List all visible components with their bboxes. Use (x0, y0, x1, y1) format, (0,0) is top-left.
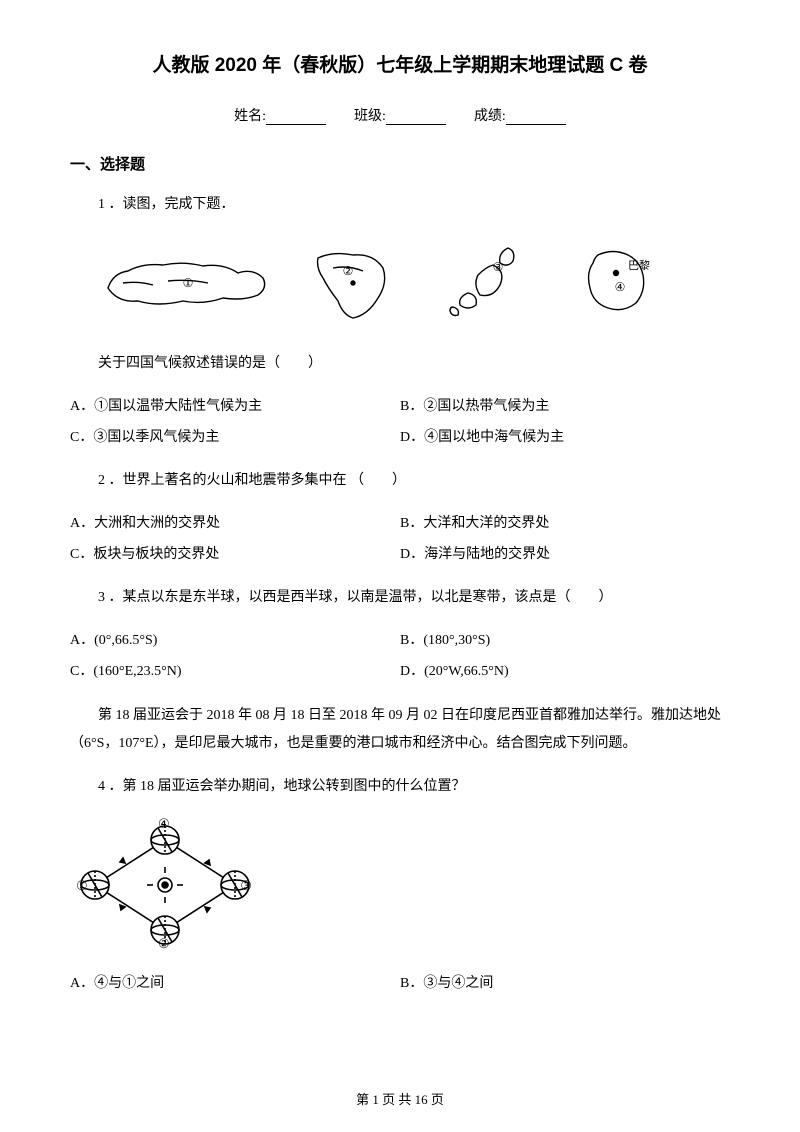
q1-opt-a: A．①国以温带大陆性气候为主 (70, 392, 400, 423)
context-paragraph: 第 18 届亚运会于 2018 年 08 月 18 日至 2018 年 09 月… (70, 702, 730, 758)
q2-stem: 2 ．世界上著名的火山和地震带多集中在 （ ） (98, 468, 730, 493)
svg-text:巴黎: 巴黎 (628, 258, 650, 272)
name-blank (266, 111, 326, 125)
q2-opt-a: A．大洲和大洲的交界处 (70, 509, 400, 540)
svg-text:③: ③ (240, 878, 252, 893)
svg-text:②: ② (343, 264, 354, 278)
q1-opt-d: D．④国以地中海气候为主 (400, 423, 730, 454)
section-1-header: 一、选择题 (70, 153, 730, 174)
q4-figure: ① ② ③ ④ (70, 815, 730, 955)
svg-text:④: ④ (615, 280, 626, 294)
svg-text:①: ① (183, 276, 194, 290)
svg-text:②: ② (158, 936, 170, 951)
svg-text:①: ① (76, 878, 88, 893)
class-label: 班级: (354, 109, 386, 124)
q2-opt-d: D．海洋与陆地的交界处 (400, 540, 730, 571)
class-blank (386, 111, 446, 125)
student-info-row: 姓名: 班级: 成绩: (70, 105, 730, 125)
q4-opt-a: A．④与①之间 (70, 969, 400, 1000)
q1-stem: 1 ．读图，完成下题． (98, 192, 730, 217)
q1-subtext: 关于四国气候叙述错误的是（ ） (98, 351, 730, 376)
name-label: 姓名: (234, 109, 266, 124)
q2-opt-c: C．板块与板块的交界处 (70, 540, 400, 571)
q4-options: A．④与①之间 B．③与④之间 (70, 969, 730, 1000)
q1-opt-b: B．②国以热带气候为主 (400, 392, 730, 423)
q3-opt-c: C．(160°E,23.5°N) (70, 657, 400, 688)
q3-opt-b: B．(180°,30°S) (400, 626, 730, 657)
score-label: 成绩: (474, 109, 506, 124)
q3-opt-a: A．(0°,66.5°S) (70, 626, 400, 657)
q1-opt-c: C．③国以季风气候为主 (70, 423, 400, 454)
q2-options: A．大洲和大洲的交界处 B．大洋和大洋的交界处 C．板块与板块的交界处 D．海洋… (70, 509, 730, 571)
q2-opt-b: B．大洋和大洋的交界处 (400, 509, 730, 540)
q4-opt-b: B．③与④之间 (400, 969, 730, 1000)
svg-text:③: ③ (493, 260, 504, 274)
svg-text:④: ④ (158, 816, 170, 831)
q4-stem: 4 ．第 18 届亚运会举办期间，地球公转到图中的什么位置？ (98, 774, 730, 799)
q3-opt-d: D．(20°W,66.5°N) (400, 657, 730, 688)
page-footer: 第 1 页 共 16 页 (0, 1089, 800, 1108)
q1-options: A．①国以温带大陆性气候为主 B．②国以热带气候为主 C．③国以季风气候为主 D… (70, 392, 730, 454)
q3-options: A．(0°,66.5°S) B．(180°,30°S) C．(160°E,23.… (70, 626, 730, 688)
q1-figure: ① ② ③ 巴黎 ④ (98, 233, 730, 333)
q3-stem: 3 ．某点以东是东半球，以西是西半球，以南是温带，以北是寒带，该点是（ ） (98, 585, 730, 610)
score-blank (506, 111, 566, 125)
page-title: 人教版 2020 年（春秋版）七年级上学期期末地理试题 C 卷 (70, 50, 730, 77)
